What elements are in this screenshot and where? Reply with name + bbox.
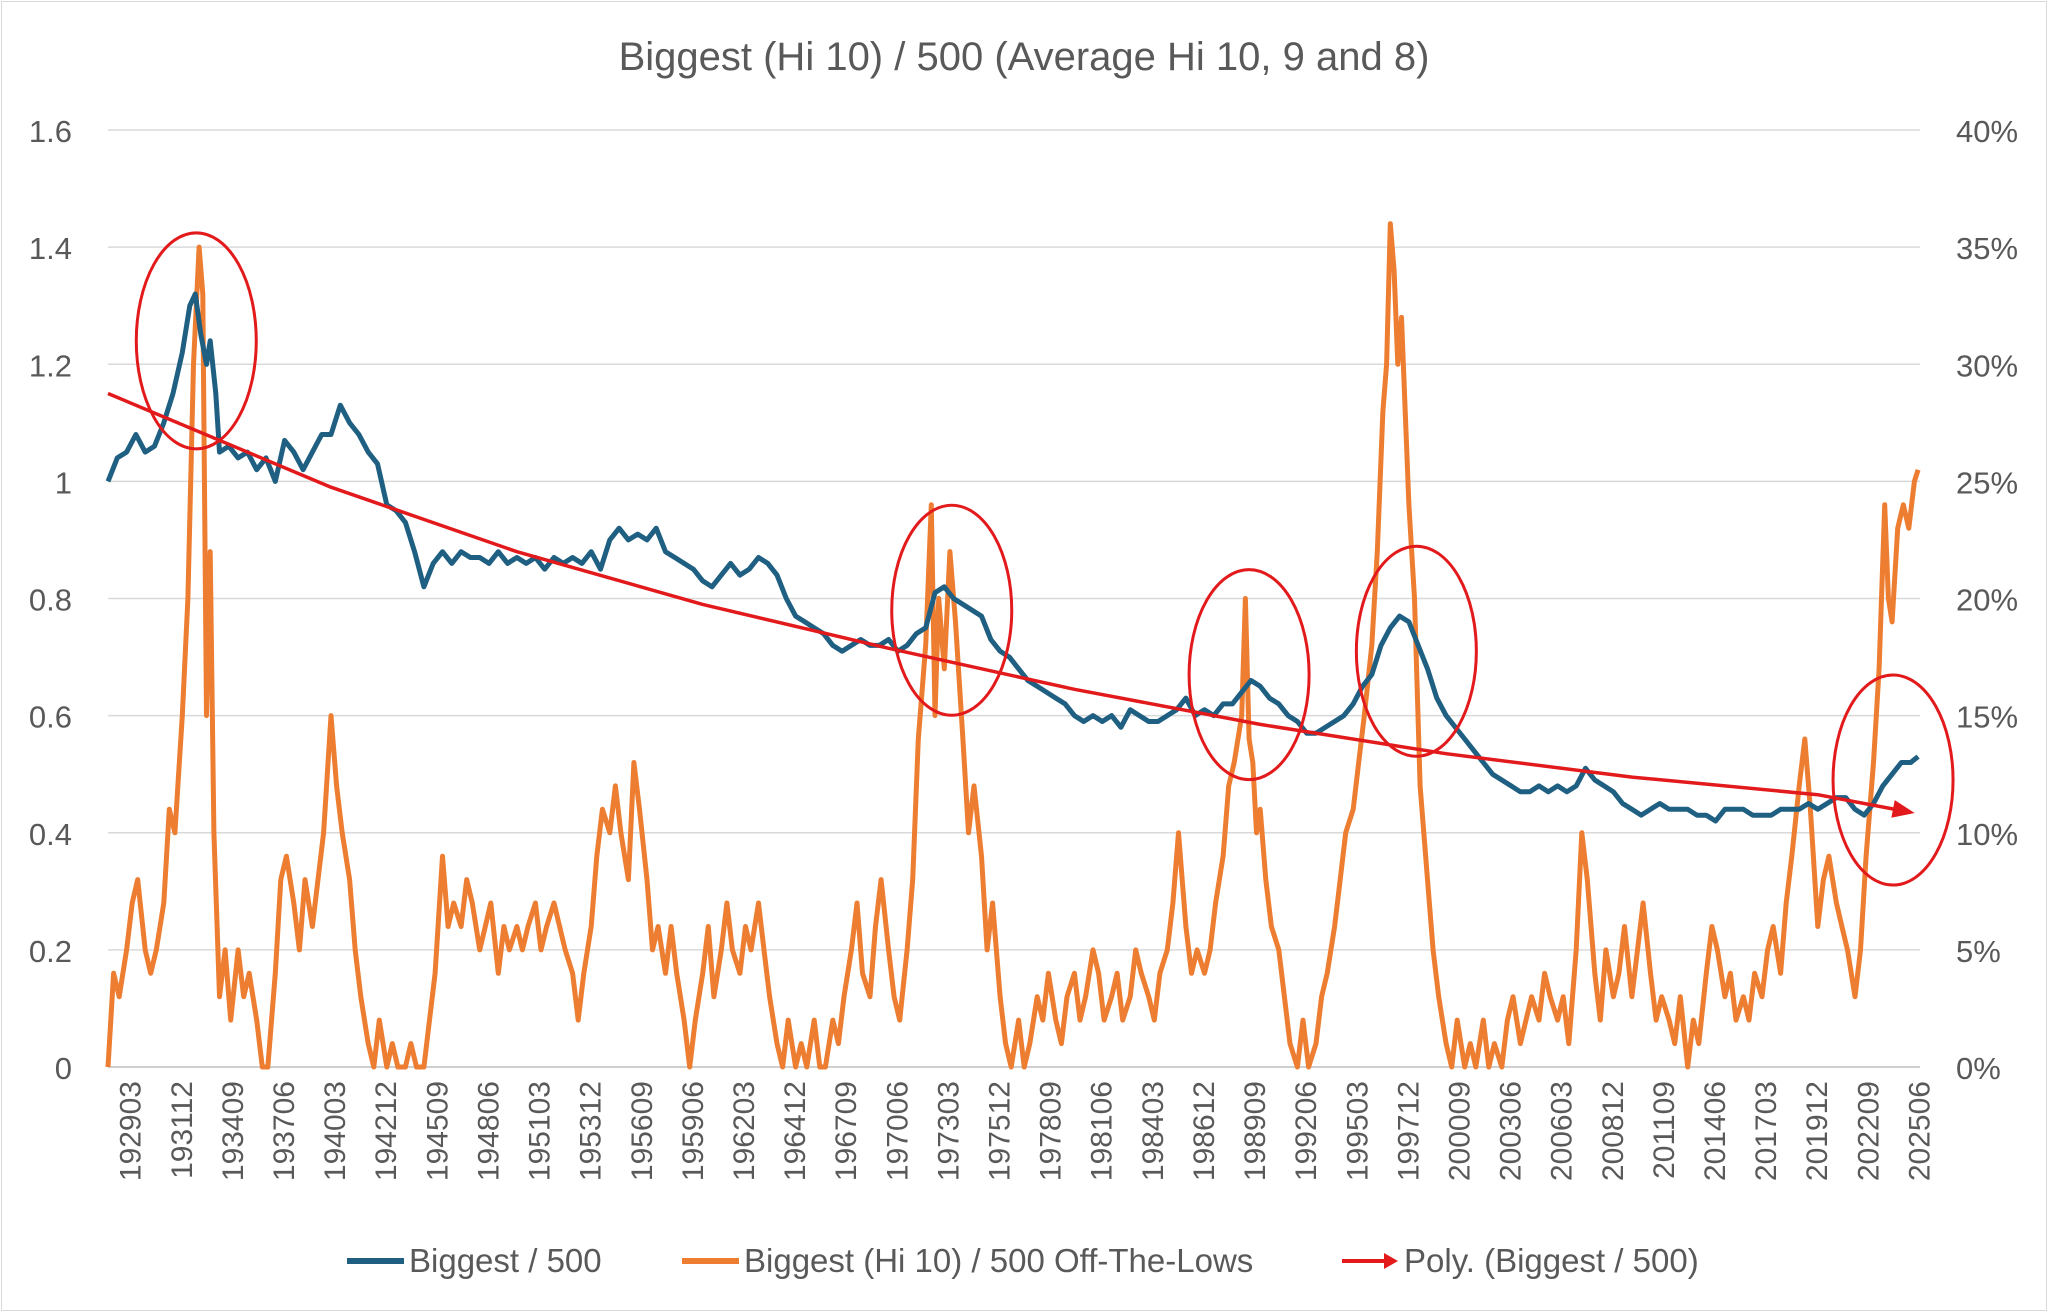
x-tick-label: 195906 [677,1081,710,1181]
x-tick-label: 200603 [1546,1081,1579,1181]
legend-label-offlows: Biggest (Hi 10) / 500 Off-The-Lows [744,1242,1253,1279]
gridlines [108,129,1920,1068]
y-left-tick-label: 1.4 [29,231,72,266]
y-left-tick-label: 1 [55,465,72,500]
x-tick-label: 193706 [268,1081,301,1181]
x-tick-label: 195103 [524,1081,557,1181]
y-axis-right: 0% 5% 10% 15% 20% 25% 30% 35% 40% [1956,114,2018,1086]
x-tick-label: 197303 [932,1081,965,1181]
y-right-tick-label: 30% [1956,348,2018,383]
y-right-tick-label: 0% [1956,1051,2001,1086]
legend-label-poly: Poly. (Biggest / 500) [1404,1242,1699,1279]
y-left-tick-label: 0.2 [29,934,72,969]
x-tick-label: 200306 [1495,1081,1528,1181]
x-tick-label: 201406 [1699,1081,1732,1181]
series-hi10-off-the-lows-line [105,221,1921,1070]
x-tick-label: 198909 [1239,1081,1272,1181]
x-tick-label: 197512 [984,1081,1017,1181]
chart-title: Biggest (Hi 10) / 500 (Average Hi 10, 9 … [619,35,1430,79]
x-tick-label: 196709 [830,1081,863,1181]
x-tick-label: 199206 [1290,1081,1323,1181]
y-right-tick-label: 20% [1956,583,2018,618]
y-right-tick-label: 15% [1956,700,2018,735]
annotation-circle [1354,544,1478,758]
legend-label-biggest: Biggest / 500 [409,1242,602,1279]
y-left-tick-label: 0.6 [29,700,72,735]
x-tick-label: 198106 [1086,1081,1119,1181]
x-tick-label: 199712 [1392,1081,1425,1181]
y-right-tick-label: 35% [1956,231,2018,266]
y-right-tick-label: 40% [1956,114,2018,149]
x-tick-label: 201109 [1648,1081,1681,1179]
x-tick-label: 194509 [421,1081,454,1181]
y-left-tick-label: 0.8 [29,583,72,618]
y-right-tick-label: 25% [1956,465,2018,500]
annotation-circle [890,503,1014,717]
x-tick-label: 200009 [1443,1081,1476,1181]
y-axis-left: 0 0.2 0.4 0.6 0.8 1 1.2 1.4 1.6 [29,114,72,1086]
x-tick-label: 196203 [728,1081,761,1181]
x-tick-label: 200812 [1597,1081,1630,1181]
x-tick-label: 202209 [1852,1081,1885,1181]
x-tick-label: 201703 [1750,1081,1783,1181]
annotation-circle [1187,568,1311,782]
x-tick-label: 193409 [217,1081,250,1181]
y-left-tick-label: 0.4 [29,817,72,852]
x-axis: 192903 193112 193409 193706 194003 194212 1945… [115,1081,1937,1181]
x-tick-label: 196412 [779,1081,812,1181]
x-tick-label: 202506 [1903,1081,1936,1181]
annotation-circles [134,231,1955,887]
x-tick-label: 194806 [472,1081,505,1181]
series-biggest-500-line [105,291,1920,824]
legend: Biggest / 500 Biggest (Hi 10) / 500 Off-… [347,1242,1699,1279]
y-right-tick-label: 10% [1956,817,2018,852]
x-tick-label: 194003 [319,1081,352,1181]
x-tick-label: 198612 [1188,1081,1221,1181]
trendline-arrowhead [1891,800,1915,818]
x-tick-label: 194212 [370,1081,403,1181]
series-poly-trendline [107,391,1912,815]
series-group [105,221,1921,1070]
x-tick-label: 201912 [1801,1081,1834,1181]
y-left-tick-label: 1.2 [29,348,72,383]
y-right-tick-label: 5% [1956,934,2001,969]
x-tick-label: 197006 [881,1081,914,1181]
legend-swatch-poly-arrowhead [1384,1253,1398,1269]
y-left-tick-label: 1.6 [29,114,72,149]
annotation-circle [1831,673,1955,887]
x-tick-label: 195312 [575,1081,608,1181]
annotation-circle [134,231,258,451]
y-left-tick-label: 0 [55,1051,72,1086]
x-tick-label: 193112 [166,1081,199,1179]
x-tick-label: 192903 [115,1081,148,1181]
x-tick-label: 195609 [626,1081,659,1181]
x-tick-label: 198403 [1137,1081,1170,1181]
x-tick-label: 199503 [1341,1081,1374,1181]
x-tick-label: 197809 [1035,1081,1068,1181]
